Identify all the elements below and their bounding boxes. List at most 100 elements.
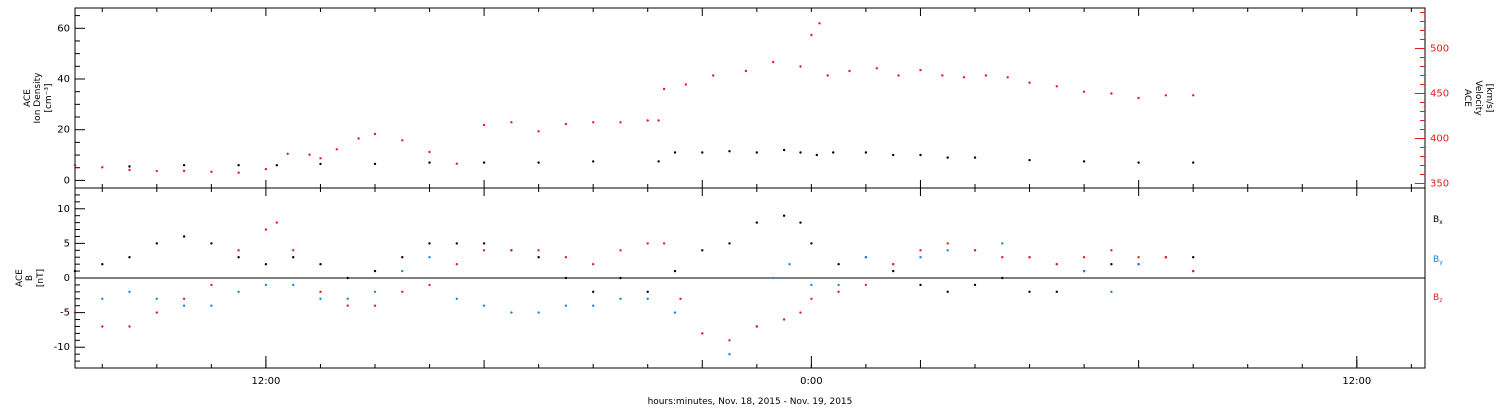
b-bx-point-5 [210,242,213,245]
velocity-axis-ticks: 350 400 450 500 [1415,12,1449,190]
b-by-point-35 [1001,242,1004,245]
panel1-series-1-point-6 [237,171,240,174]
b-bz-point-17 [510,249,513,252]
b-bx-point-13 [428,242,431,245]
b-bx-point-19 [592,290,595,293]
b-bz-point-2 [128,325,131,328]
panel1-series-1-point-8 [286,152,289,155]
b-by-point-16 [510,311,513,314]
panel1-series-0-point-12 [673,151,677,154]
b-bx-point-23 [701,249,704,252]
b-bz-point-9 [292,249,295,252]
panel1-series-1-point-10 [319,157,322,160]
x-tick-label: 12:00 [1342,376,1371,387]
panel1-series-1-point-38 [941,74,944,77]
panel1-series-1-point-19 [537,130,540,133]
panel1-series-1-point-22 [619,121,622,124]
panel1-series-1-point-47 [1164,94,1168,97]
panel1-series-1-point-37 [919,68,922,72]
panel1-series-0-point-24 [973,156,977,159]
b-bz-point-21 [619,249,622,252]
b-by-point-32 [919,256,922,259]
panel1-series-1-point-39 [962,76,966,79]
b-bx-point-27 [799,221,802,224]
b-legend: Bx By Bz [1433,215,1443,304]
panel1-series-0-point-28 [1192,161,1195,164]
b-tick-label: -5 [60,308,70,319]
panel1-series-0-point-17 [799,151,802,154]
b-bz-point-27 [755,325,758,328]
panel1-series-1-point-33 [826,74,829,77]
b-bz-point-35 [946,242,949,245]
b-bx-point-8 [292,256,295,259]
b-bz-point-26 [728,339,731,342]
b-bx-point-7 [264,263,268,266]
density-tick-label: 60 [57,23,70,34]
b-bz-point-11 [346,304,349,307]
panel1-series-1-point-1 [101,166,104,169]
b-by-point-10 [346,297,349,300]
legend-bx: Bx [1433,215,1443,226]
density-tick-label: 40 [57,74,70,85]
density-axis-label-line2: Ion Density [33,72,43,124]
panel1-series-0-point-22 [919,153,922,157]
panel1-series-1-point-43 [1055,85,1059,88]
b-by-point-38 [1082,269,1086,273]
panel1-series-1-point-29 [772,60,775,64]
x-tick-label: 12:00 [251,376,280,387]
panel1-series-1-point-9 [308,153,311,156]
b-by-point-26 [772,276,775,280]
panel1-series-1-point-7 [264,167,268,171]
b-bz-point-40 [1082,256,1086,259]
b-bx-point-9 [319,263,322,266]
b-by-point-29 [837,283,840,287]
b-tick-label: -10 [54,342,70,353]
b-bz-point-43 [1164,256,1168,259]
panel1-series-1-point-5 [210,170,213,173]
b-by-point-21 [646,297,649,300]
b-by-point-1 [101,297,104,300]
b-by-point-30 [864,256,868,259]
panel1-series-0-point-13 [701,151,704,154]
panel1-series-1-point-0 [73,164,77,167]
panel1-series-1-point-14 [401,139,404,142]
panel1-series-0-point-5 [319,162,322,166]
panel1-series-0-point-4 [275,164,278,167]
b-bx-point-22 [673,269,677,273]
velocity-axis-label-line3: [km/s] [1484,84,1494,113]
b-by-point-20 [619,297,622,300]
panel1-series-1-point-3 [155,169,158,173]
panel1-series-1-point-24 [657,119,660,122]
panel1-series-1-point-18 [510,121,513,124]
b-bx-point-29 [837,263,840,266]
panel1-frame [74,7,1426,189]
b-bz-point-31 [837,290,840,293]
b-bz-point-1 [101,325,104,328]
panel1-points [73,22,1195,174]
panel1-series-1-point-27 [712,74,715,77]
b-axis-label-line1: ACE [15,269,25,287]
b-by-point-28 [810,283,813,287]
b-by-point-8 [292,283,295,287]
legend-bz: Bz [1433,293,1442,304]
panel1-series-1-point-34 [848,69,851,73]
b-bz-point-34 [919,249,922,252]
b-by-point-12 [401,269,404,273]
b-bz-point-20 [592,263,595,266]
panel1-series-1-point-12 [357,137,360,140]
b-bz-point-30 [810,297,813,300]
b-bx-point-14 [455,242,458,245]
b-bx-point-11 [373,269,377,273]
b-by-point-7 [264,283,268,287]
b-bx-point-21 [646,290,649,293]
b-bz-point-37 [1001,256,1004,259]
b-bz-point-18 [537,249,540,252]
b-bz-point-39 [1055,263,1059,266]
b-bx-point-42 [1192,256,1195,259]
b-by-point-22 [673,311,677,314]
b-bz-point-8 [275,221,278,224]
velocity-tick-label: 500 [1430,44,1449,55]
b-bz-point-3 [155,311,158,314]
b-bx-point-17 [537,256,540,259]
